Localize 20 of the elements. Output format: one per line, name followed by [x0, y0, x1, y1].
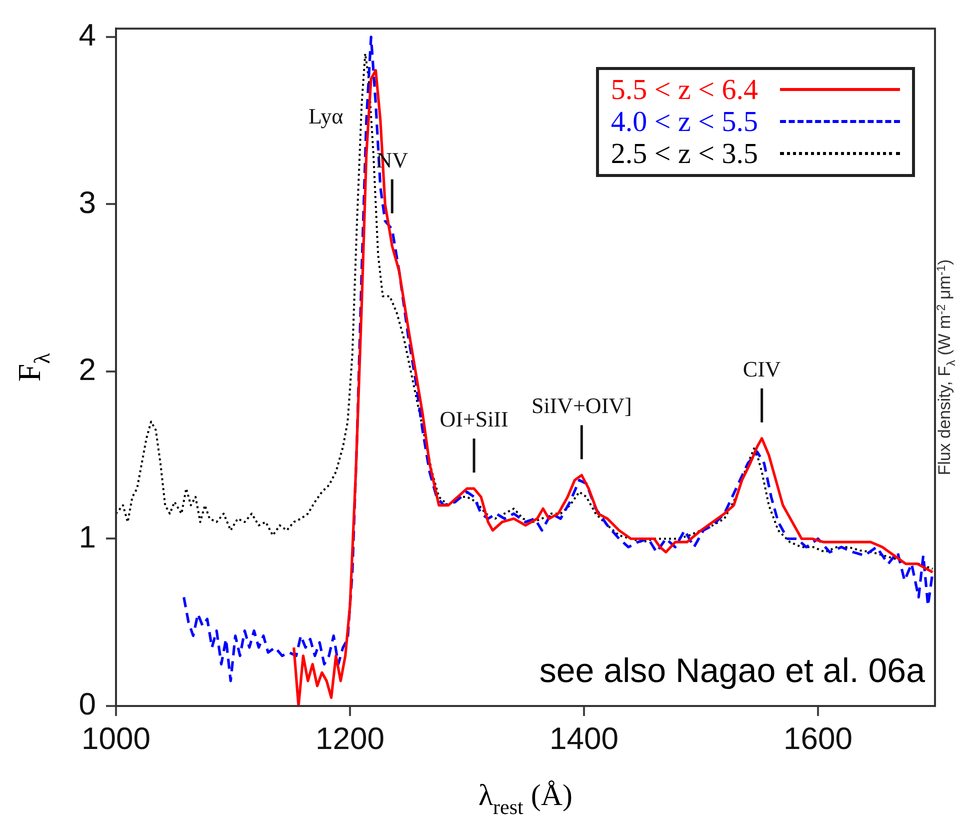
- line-series: [116, 52, 934, 570]
- y-tick-label: 2: [78, 352, 96, 388]
- x-tick-label: 1200: [316, 721, 384, 756]
- y-axis-title: Fλ: [11, 352, 55, 382]
- annotation: see also Nagao et al. 06a: [539, 652, 926, 690]
- x-tick-label: 1400: [550, 721, 618, 756]
- annotation: Lyα: [308, 104, 344, 129]
- y-tick-label: 1: [78, 519, 96, 554]
- x-tick-label: 1000: [82, 721, 150, 756]
- y-tick-label: 0: [78, 686, 96, 722]
- x-tick-label: 1600: [784, 721, 852, 756]
- y-tick-label: 4: [78, 18, 96, 53]
- legend-label: 5.5 < z < 6.4: [610, 74, 758, 106]
- y2-axis-title: Flux density, Fλ (W m-2 μm-1): [934, 259, 958, 476]
- legend-label: 4.0 < z < 5.5: [610, 106, 758, 138]
- annotation: OI+SiII: [440, 406, 508, 432]
- annotation: CIV: [742, 356, 781, 382]
- y-tick-label: 3: [78, 184, 96, 220]
- annotation: SiIV+OIV]: [531, 393, 632, 418]
- legend-label: 2.5 < z < 3.5: [610, 138, 758, 170]
